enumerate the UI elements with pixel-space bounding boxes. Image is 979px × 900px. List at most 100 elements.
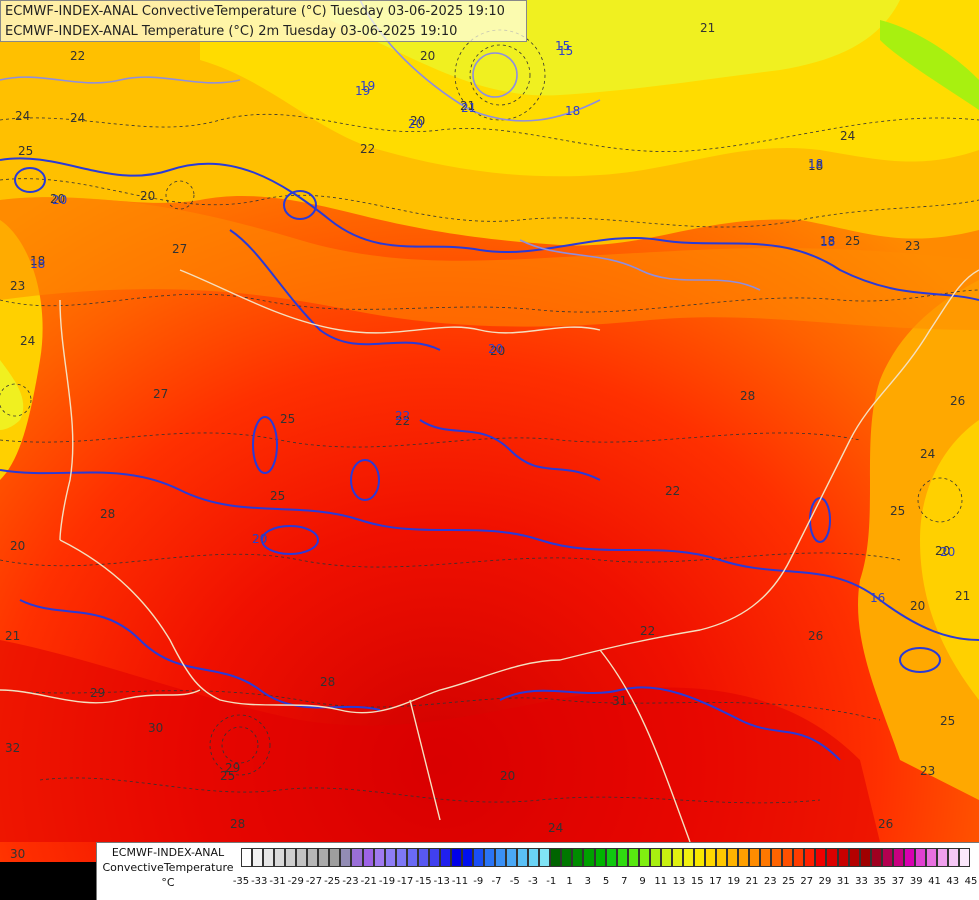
contour-label: 23 <box>920 764 935 778</box>
legend-swatch <box>881 848 893 867</box>
legend-swatch <box>318 848 330 867</box>
legend-swatch <box>627 848 639 867</box>
contour-label: 18 <box>30 254 45 268</box>
legend-title-unit: °C <box>161 876 175 889</box>
legend-tick-label: 15 <box>690 876 704 887</box>
contour-label: 24 <box>20 334 35 348</box>
contour-label: 31 <box>612 694 627 708</box>
legend-swatch <box>793 848 805 867</box>
contour-label: 21 <box>955 589 970 603</box>
legend-title-variable: ConvectiveTemperature <box>102 861 234 874</box>
legend-tick-label: 43 <box>946 876 960 887</box>
legend-swatch <box>395 848 407 867</box>
legend-tick-label: 13 <box>672 876 686 887</box>
legend-swatch <box>749 848 761 867</box>
legend-tick-label: -31 <box>269 876 286 887</box>
contour-label: 27 <box>172 242 187 256</box>
legend-tick-label: 31 <box>836 876 850 887</box>
legend-swatch <box>738 848 750 867</box>
contour-label: 26 <box>950 394 965 408</box>
mid-orange-band <box>0 197 979 330</box>
legend-tick-label: 11 <box>654 876 668 887</box>
contour-label: 18 <box>820 234 835 248</box>
legend-swatch <box>550 848 562 867</box>
contour-label: 25 <box>890 504 905 518</box>
legend-swatch <box>815 848 827 867</box>
legend-swatch <box>660 848 672 867</box>
contour-label: 30 <box>10 847 25 861</box>
temperature-label: 16 <box>870 591 885 605</box>
legend-tick-label: 7 <box>621 876 628 887</box>
contour-label: 24 <box>15 109 30 123</box>
legend-swatch <box>517 848 529 867</box>
legend-tick-label: 37 <box>891 876 905 887</box>
temperature-label: 18 <box>808 157 823 171</box>
legend-swatch <box>439 848 451 867</box>
temperature-contours <box>0 157 979 761</box>
legend-tick-label: 21 <box>745 876 759 887</box>
contour-label: 22 <box>665 484 680 498</box>
contour-label: 20 <box>935 544 950 558</box>
contour-label: 28 <box>100 507 115 521</box>
legend-tick-label: 3 <box>584 876 591 887</box>
legend-tick-label: 27 <box>800 876 814 887</box>
temperature-label: 15 <box>558 44 573 58</box>
cool-region-west-2 <box>0 360 24 430</box>
temperature-label: 20 <box>52 193 67 207</box>
legend-tick-label: 45 <box>964 876 978 887</box>
legend-swatch <box>760 848 772 867</box>
legend-tick-label: -7 <box>491 876 502 887</box>
temperature-label: 19 <box>360 79 375 93</box>
legend-swatches <box>241 848 971 867</box>
contour-label: 18 <box>808 159 823 173</box>
temperature-label: 20 <box>940 545 955 559</box>
legend-swatch <box>241 848 253 867</box>
legend-swatch <box>704 848 717 867</box>
contour-label: 20 <box>420 49 435 63</box>
contour-label: 23 <box>905 239 920 253</box>
contour-label: 25 <box>940 714 955 728</box>
legend-tick-label: 23 <box>763 876 777 887</box>
legend-tick-label: 35 <box>873 876 887 887</box>
legend-swatch <box>428 848 440 867</box>
contour-label: 20 <box>500 769 515 783</box>
legend-swatch <box>782 848 794 867</box>
contour-label: 25 <box>220 769 235 783</box>
legend-swatch <box>495 848 507 867</box>
legend-swatch <box>605 848 617 867</box>
legend-swatch <box>925 848 937 867</box>
legend-swatch <box>848 848 860 867</box>
cool-region-east <box>858 280 979 800</box>
legend-tick-label: -33 <box>251 876 268 887</box>
legend-tick-label: -29 <box>287 876 304 887</box>
legend-swatch <box>594 848 606 867</box>
legend-swatch <box>417 848 429 867</box>
contour-label: 21 <box>700 21 715 35</box>
contour-label: 29 <box>90 686 105 700</box>
contour-label: 20 <box>252 532 267 546</box>
temperature-label: 19 <box>355 84 370 98</box>
temperature-label: 21 <box>461 101 476 115</box>
temperature-label: 15 <box>555 39 570 53</box>
legend-swatch <box>329 848 341 867</box>
contour-label: 21 <box>460 99 475 113</box>
contour-label: 20 <box>490 344 505 358</box>
contour-label: 29 <box>225 761 240 775</box>
contour-labels: 22 24 25 20 18 23 24 27 27 25 20 28 20 2… <box>5 21 970 861</box>
temperature-labels: 22 20 15 18 19 20 20 21 18 20 18 18 15 2… <box>30 39 955 605</box>
legend-swatch <box>528 848 540 867</box>
temperature-label: 18 <box>820 235 835 249</box>
legend-swatch <box>583 848 595 867</box>
cool-region-east-2 <box>920 420 979 700</box>
contour-label: 20 <box>10 539 25 553</box>
legend-tick-label: -5 <box>509 876 520 887</box>
legend-tick-label: -21 <box>360 876 377 887</box>
legend-swatch <box>373 848 385 867</box>
legend-tick-label: -1 <box>546 876 557 887</box>
contour-label: 26 <box>878 817 893 831</box>
legend-swatch <box>461 848 473 867</box>
contour-label: 20 <box>140 189 155 203</box>
legend-swatch <box>682 848 694 867</box>
title-line-convective: ECMWF-INDEX-ANAL ConvectiveTemperature (… <box>5 4 505 19</box>
legend-swatch <box>351 848 363 867</box>
